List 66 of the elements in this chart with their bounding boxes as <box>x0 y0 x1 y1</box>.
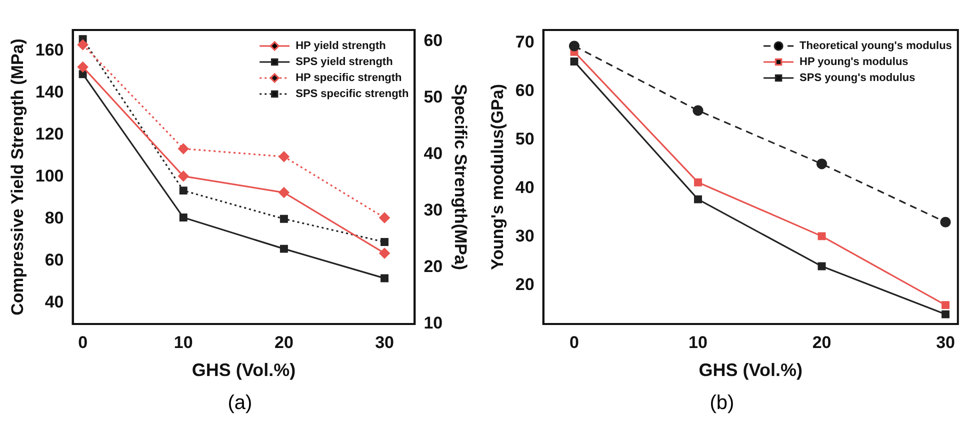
point <box>178 143 189 154</box>
y-tick-label: 60 <box>44 250 64 270</box>
y-tick-label: 60 <box>515 80 534 100</box>
y2-tick-label: 30 <box>424 200 443 220</box>
y2-axis-title: Specific Strength(MPa) <box>451 84 470 270</box>
x-tick-label: 0 <box>570 332 579 352</box>
point <box>694 195 702 204</box>
x-tick-label: 30 <box>375 332 394 352</box>
y-tick-label: 40 <box>515 178 534 197</box>
y2-tick-label: 60 <box>424 30 443 50</box>
point <box>570 58 578 66</box>
x-axis-title: GHS (Vol.%) <box>192 360 296 380</box>
point <box>692 105 704 116</box>
x-tick-label: 0 <box>78 332 88 352</box>
point <box>179 214 188 222</box>
point <box>278 151 290 162</box>
point <box>280 244 288 253</box>
text: (a) <box>226 392 254 415</box>
point <box>280 214 288 223</box>
point <box>816 158 828 170</box>
point <box>179 186 188 195</box>
y-tick-label: 20 <box>515 274 534 294</box>
y2-tick-label: 20 <box>424 257 443 276</box>
point <box>278 187 290 198</box>
point <box>942 301 950 310</box>
legend-label: HP young's modulus <box>800 56 908 68</box>
point <box>694 178 702 186</box>
y-tick-label: 100 <box>35 166 64 186</box>
x-tick-label: 10 <box>688 332 708 352</box>
point <box>942 310 950 318</box>
legend-label: SPS specific strength <box>296 88 409 100</box>
y-axis-title: Young's modulus(GPa) <box>488 84 507 270</box>
x-tick-label: 20 <box>812 332 832 352</box>
y-tick-label: 50 <box>515 129 534 148</box>
y-tick-label: 30 <box>515 226 534 246</box>
y-tick-label: 40 <box>44 292 64 312</box>
text: (b) <box>708 392 736 415</box>
y-tick-label: 160 <box>35 40 64 60</box>
legend-label: HP specific strength <box>296 72 402 84</box>
legend-label: SPS yield strength <box>296 56 394 68</box>
y-tick-label: 140 <box>35 82 64 102</box>
y-tick-label: 70 <box>515 32 534 52</box>
y-tick-label: 120 <box>35 124 64 144</box>
point <box>818 232 826 240</box>
legend-label: SPS young's modulus <box>800 72 916 84</box>
point <box>78 39 88 50</box>
x-tick-label: 10 <box>174 332 193 352</box>
y2-tick-label: 50 <box>424 88 443 107</box>
point <box>568 40 580 52</box>
point <box>379 248 390 259</box>
point <box>379 212 390 224</box>
y2-tick-label: 10 <box>424 314 443 333</box>
point <box>818 262 826 270</box>
point <box>178 170 189 182</box>
point <box>78 62 88 72</box>
point <box>380 238 389 246</box>
y-axis-title: Compressive Yield Strength (MPa) <box>8 38 27 316</box>
legend-label: Theoretical young's modulus <box>800 40 952 52</box>
x-tick-label: 20 <box>274 332 294 352</box>
y-tick-label: 80 <box>44 208 64 228</box>
legend-label: HP yield strength <box>296 40 386 52</box>
y2-tick-label: 40 <box>424 144 443 164</box>
point <box>380 274 389 282</box>
point <box>940 216 951 228</box>
x-axis-title: GHS (Vol.%) <box>698 360 802 380</box>
x-tick-label: 30 <box>936 332 955 352</box>
